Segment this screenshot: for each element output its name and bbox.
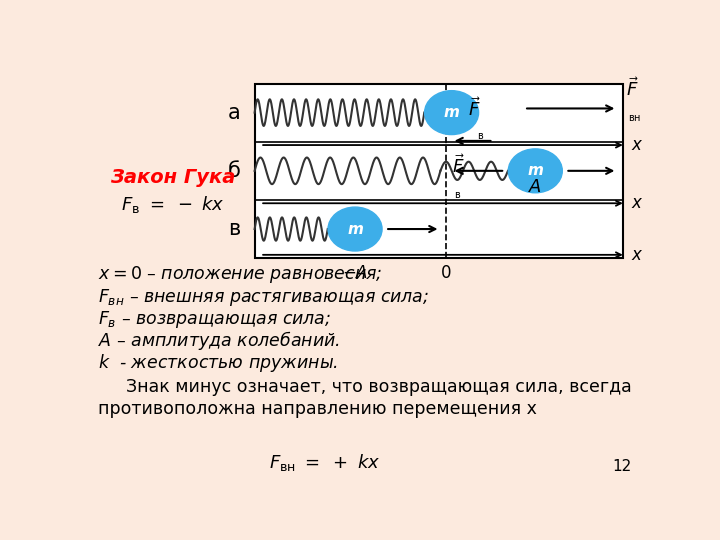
Ellipse shape <box>328 207 382 251</box>
Text: $_{\mathregular{вн}}$: $_{\mathregular{вн}}$ <box>629 110 642 124</box>
Text: $F_{\mathregular{вн}}\ =\ +\ kx$: $F_{\mathregular{вн}}\ =\ +\ kx$ <box>269 452 380 473</box>
FancyBboxPatch shape <box>255 84 623 258</box>
Text: A: A <box>529 178 541 197</box>
Text: б: б <box>228 161 240 181</box>
Text: $0$: $0$ <box>440 265 451 282</box>
Text: $F_{\mathregular{вн}}$ – внешняя растягивающая сила;: $F_{\mathregular{вн}}$ – внешняя растяги… <box>99 287 430 308</box>
Text: x: x <box>631 246 641 264</box>
Text: m: m <box>444 105 459 120</box>
Text: противоположна направлению перемещения x: противоположна направлению перемещения x <box>99 400 537 418</box>
Text: x: x <box>631 194 641 212</box>
Text: $\vec{F}$: $\vec{F}$ <box>626 77 638 100</box>
Text: $\vec{F}$: $\vec{F}$ <box>467 97 480 120</box>
Text: m: m <box>347 221 363 237</box>
Text: Закон Гука: Закон Гука <box>109 167 235 186</box>
Text: 12: 12 <box>612 460 631 474</box>
Text: m: m <box>527 163 543 178</box>
Text: $A$ – амплитуда колебаний.: $A$ – амплитуда колебаний. <box>99 329 341 352</box>
Ellipse shape <box>508 149 562 193</box>
Text: $\vec{F}$: $\vec{F}$ <box>451 154 464 177</box>
Text: $-A$: $-A$ <box>342 265 368 282</box>
Text: x: x <box>631 136 641 154</box>
Text: $x = 0$ – положение равновесия;: $x = 0$ – положение равновесия; <box>99 264 383 285</box>
Ellipse shape <box>425 91 479 134</box>
Text: $k$  - жесткостью пружины.: $k$ - жесткостью пружины. <box>99 353 338 374</box>
Text: $F_{\mathregular{в}}\ =\ -\ kx$: $F_{\mathregular{в}}\ =\ -\ kx$ <box>109 194 224 214</box>
Text: $_{\mathregular{в}}$: $_{\mathregular{в}}$ <box>477 127 484 141</box>
Text: $_{\mathregular{в}}$: $_{\mathregular{в}}$ <box>454 187 462 201</box>
Text: $F_{\mathregular{в}}$ – возвращающая сила;: $F_{\mathregular{в}}$ – возвращающая сил… <box>99 308 332 329</box>
Text: в: в <box>228 219 240 239</box>
Text: Знак минус означает, что возвращающая сила, всегда: Знак минус означает, что возвращающая си… <box>126 378 632 396</box>
Text: а: а <box>228 103 240 123</box>
